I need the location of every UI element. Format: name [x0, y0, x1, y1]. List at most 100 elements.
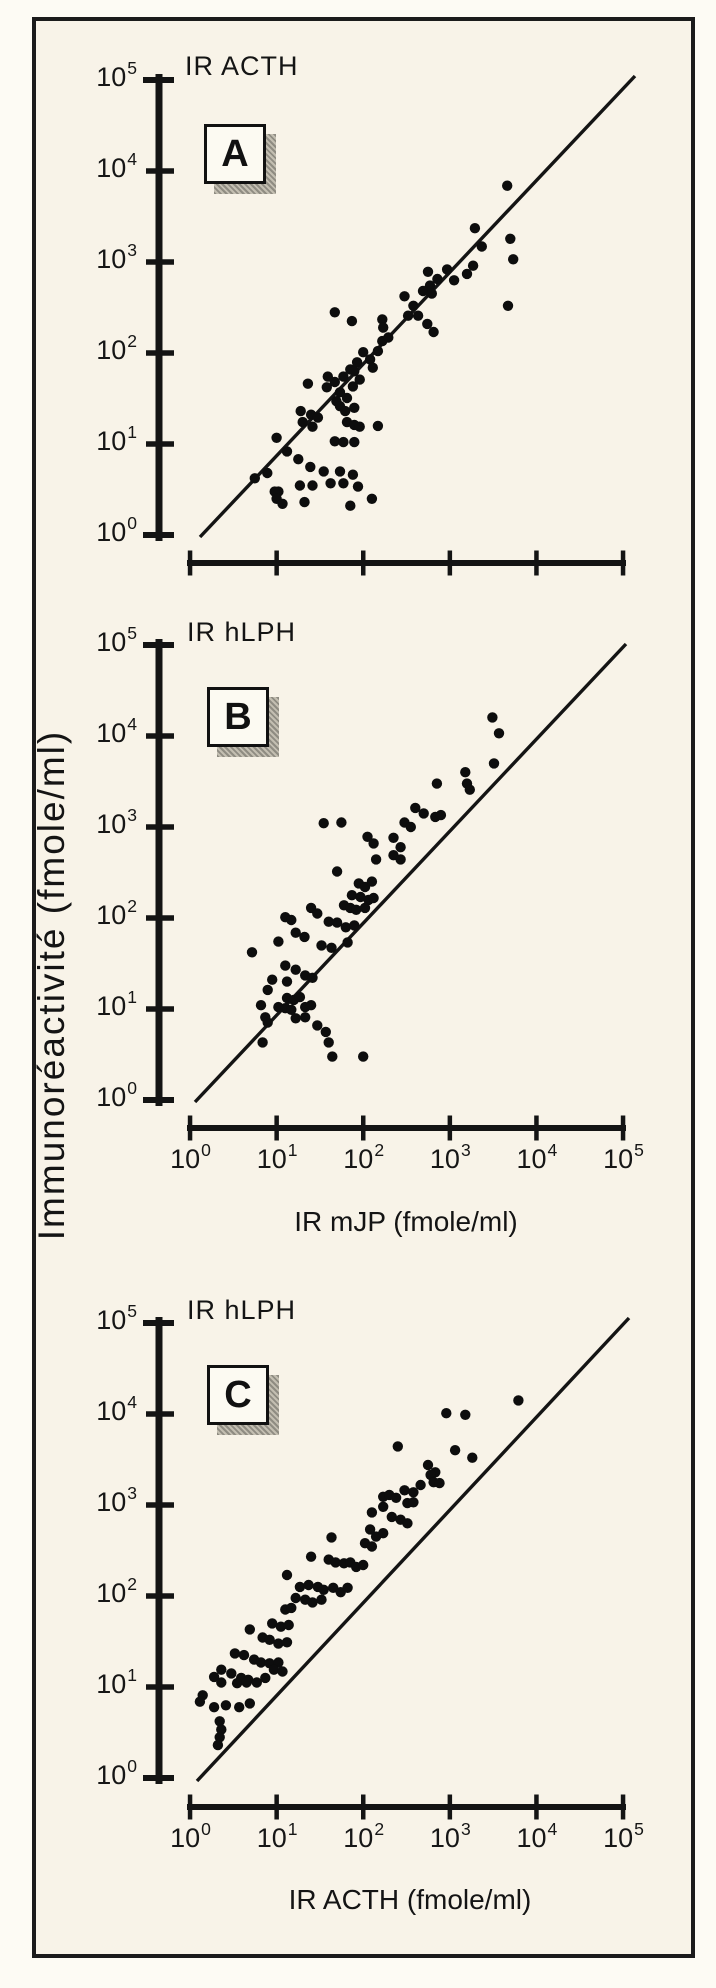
data-point	[336, 817, 347, 828]
y-axis-tick	[146, 824, 174, 830]
data-point	[368, 838, 379, 849]
data-point	[508, 254, 519, 265]
data-point	[370, 854, 382, 865]
x-axis-tick	[187, 1794, 193, 1820]
data-point	[386, 1511, 397, 1523]
data-point	[469, 223, 481, 234]
badge-box: B	[207, 687, 269, 747]
x-tick-label: 104	[516, 1140, 558, 1174]
y-tick-label: 105	[96, 1301, 137, 1335]
data-point	[264, 1634, 275, 1646]
data-point	[271, 432, 282, 443]
data-point	[281, 976, 293, 987]
data-point	[281, 446, 293, 457]
data-point	[467, 1452, 478, 1463]
x-axis-tick	[274, 1115, 279, 1141]
data-point	[410, 802, 421, 814]
data-point	[426, 288, 437, 299]
data-point	[428, 326, 439, 338]
data-point	[364, 354, 376, 365]
data-point	[305, 1551, 317, 1562]
data-point	[312, 908, 323, 919]
data-point	[302, 378, 314, 389]
x-axis-tick	[447, 1794, 453, 1820]
data-point	[262, 984, 273, 996]
data-point	[513, 1395, 524, 1406]
data-point	[268, 1664, 280, 1675]
x-tick-label: 100	[170, 1819, 211, 1853]
data-point	[290, 927, 301, 938]
y-tick-label: 100	[96, 1756, 137, 1790]
data-point	[329, 307, 340, 318]
data-point	[448, 275, 460, 286]
data-point	[461, 268, 473, 280]
x-axis-tick	[361, 1115, 366, 1141]
data-point	[347, 381, 359, 392]
data-point	[431, 778, 443, 789]
data-point	[390, 1492, 402, 1504]
y-axis-spine	[155, 639, 163, 1106]
y-tick-label: 103	[96, 805, 137, 839]
x-axis-tick	[274, 1794, 279, 1820]
data-point	[208, 1671, 220, 1683]
data-point	[214, 1716, 225, 1727]
data-point	[435, 809, 447, 821]
data-point	[295, 405, 306, 417]
data-point	[246, 947, 258, 958]
x-tick-label: 102	[343, 1819, 385, 1853]
data-point	[334, 387, 346, 398]
data-point	[238, 1649, 250, 1661]
data-point	[354, 374, 365, 385]
data-point	[325, 478, 336, 489]
data-point	[214, 1732, 225, 1743]
data-point	[286, 914, 297, 926]
data-point	[286, 1004, 297, 1015]
panel-c-title: IR hLPH	[187, 1295, 297, 1325]
data-point	[422, 318, 433, 330]
data-point	[316, 1594, 327, 1605]
data-point	[399, 1485, 410, 1496]
data-point	[316, 940, 327, 951]
figure-frame	[32, 17, 695, 1958]
x-axis-tick	[620, 1794, 626, 1820]
data-point	[338, 436, 349, 448]
data-point	[229, 1648, 241, 1659]
data-point	[342, 937, 353, 948]
data-point	[326, 942, 337, 953]
x-tick-label: 105	[603, 1819, 644, 1853]
data-point	[362, 831, 373, 842]
panel-a-title: IR ACTH	[185, 51, 299, 81]
data-point	[412, 310, 424, 321]
data-point	[395, 842, 406, 853]
y-axis-tick	[146, 733, 174, 739]
data-point	[378, 1528, 389, 1539]
data-point	[345, 500, 356, 511]
x-axis-tick	[534, 1115, 539, 1141]
y-tick-label: 104	[96, 714, 137, 748]
data-point	[372, 420, 384, 432]
data-point	[502, 180, 513, 191]
data-point	[244, 1624, 255, 1635]
y-axis-tick	[143, 1320, 174, 1326]
x-axis-tick	[187, 1115, 193, 1141]
data-point	[346, 315, 358, 327]
data-point	[408, 300, 419, 311]
y-axis-tick	[146, 259, 174, 265]
data-point	[307, 421, 318, 432]
data-point	[273, 936, 284, 947]
x-tick-label: 103	[429, 1819, 471, 1853]
data-point	[297, 416, 308, 428]
x-tick-label: 103	[429, 1140, 471, 1174]
x-axis-tick	[361, 1794, 366, 1820]
data-point	[293, 454, 304, 465]
data-point	[349, 920, 360, 931]
y-axis-tick	[146, 441, 174, 447]
data-point	[355, 891, 366, 903]
data-point	[467, 260, 479, 271]
x-axis-bar	[187, 1125, 626, 1131]
y-axis-tick	[143, 642, 174, 648]
data-point	[338, 371, 349, 382]
identity-line	[195, 1316, 631, 1783]
data-point	[338, 478, 349, 489]
x-axis-tick	[187, 550, 193, 576]
